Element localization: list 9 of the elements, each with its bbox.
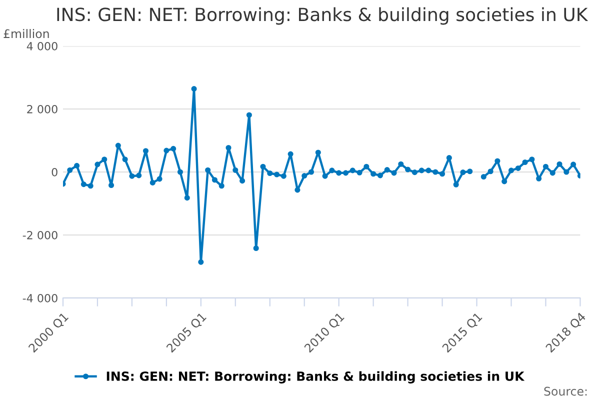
legend-label: INS: GEN: NET: Borrowing: Banks & building societies in UK — [106, 371, 525, 384]
y-axis-title: £million — [4, 29, 49, 38]
y-tick-label: -2 000 — [22, 230, 58, 240]
chart-title: INS: GEN: NET: Borrowing: Banks & building societies in UK — [57, 7, 588, 25]
y-tick-label: 2 000 — [27, 104, 58, 114]
y-tick-label: 0 — [52, 168, 58, 176]
y-tick-label: -4 000 — [22, 294, 58, 302]
source-note: Source: — [544, 386, 587, 396]
y-tick-label: 4 000 — [26, 42, 58, 50]
